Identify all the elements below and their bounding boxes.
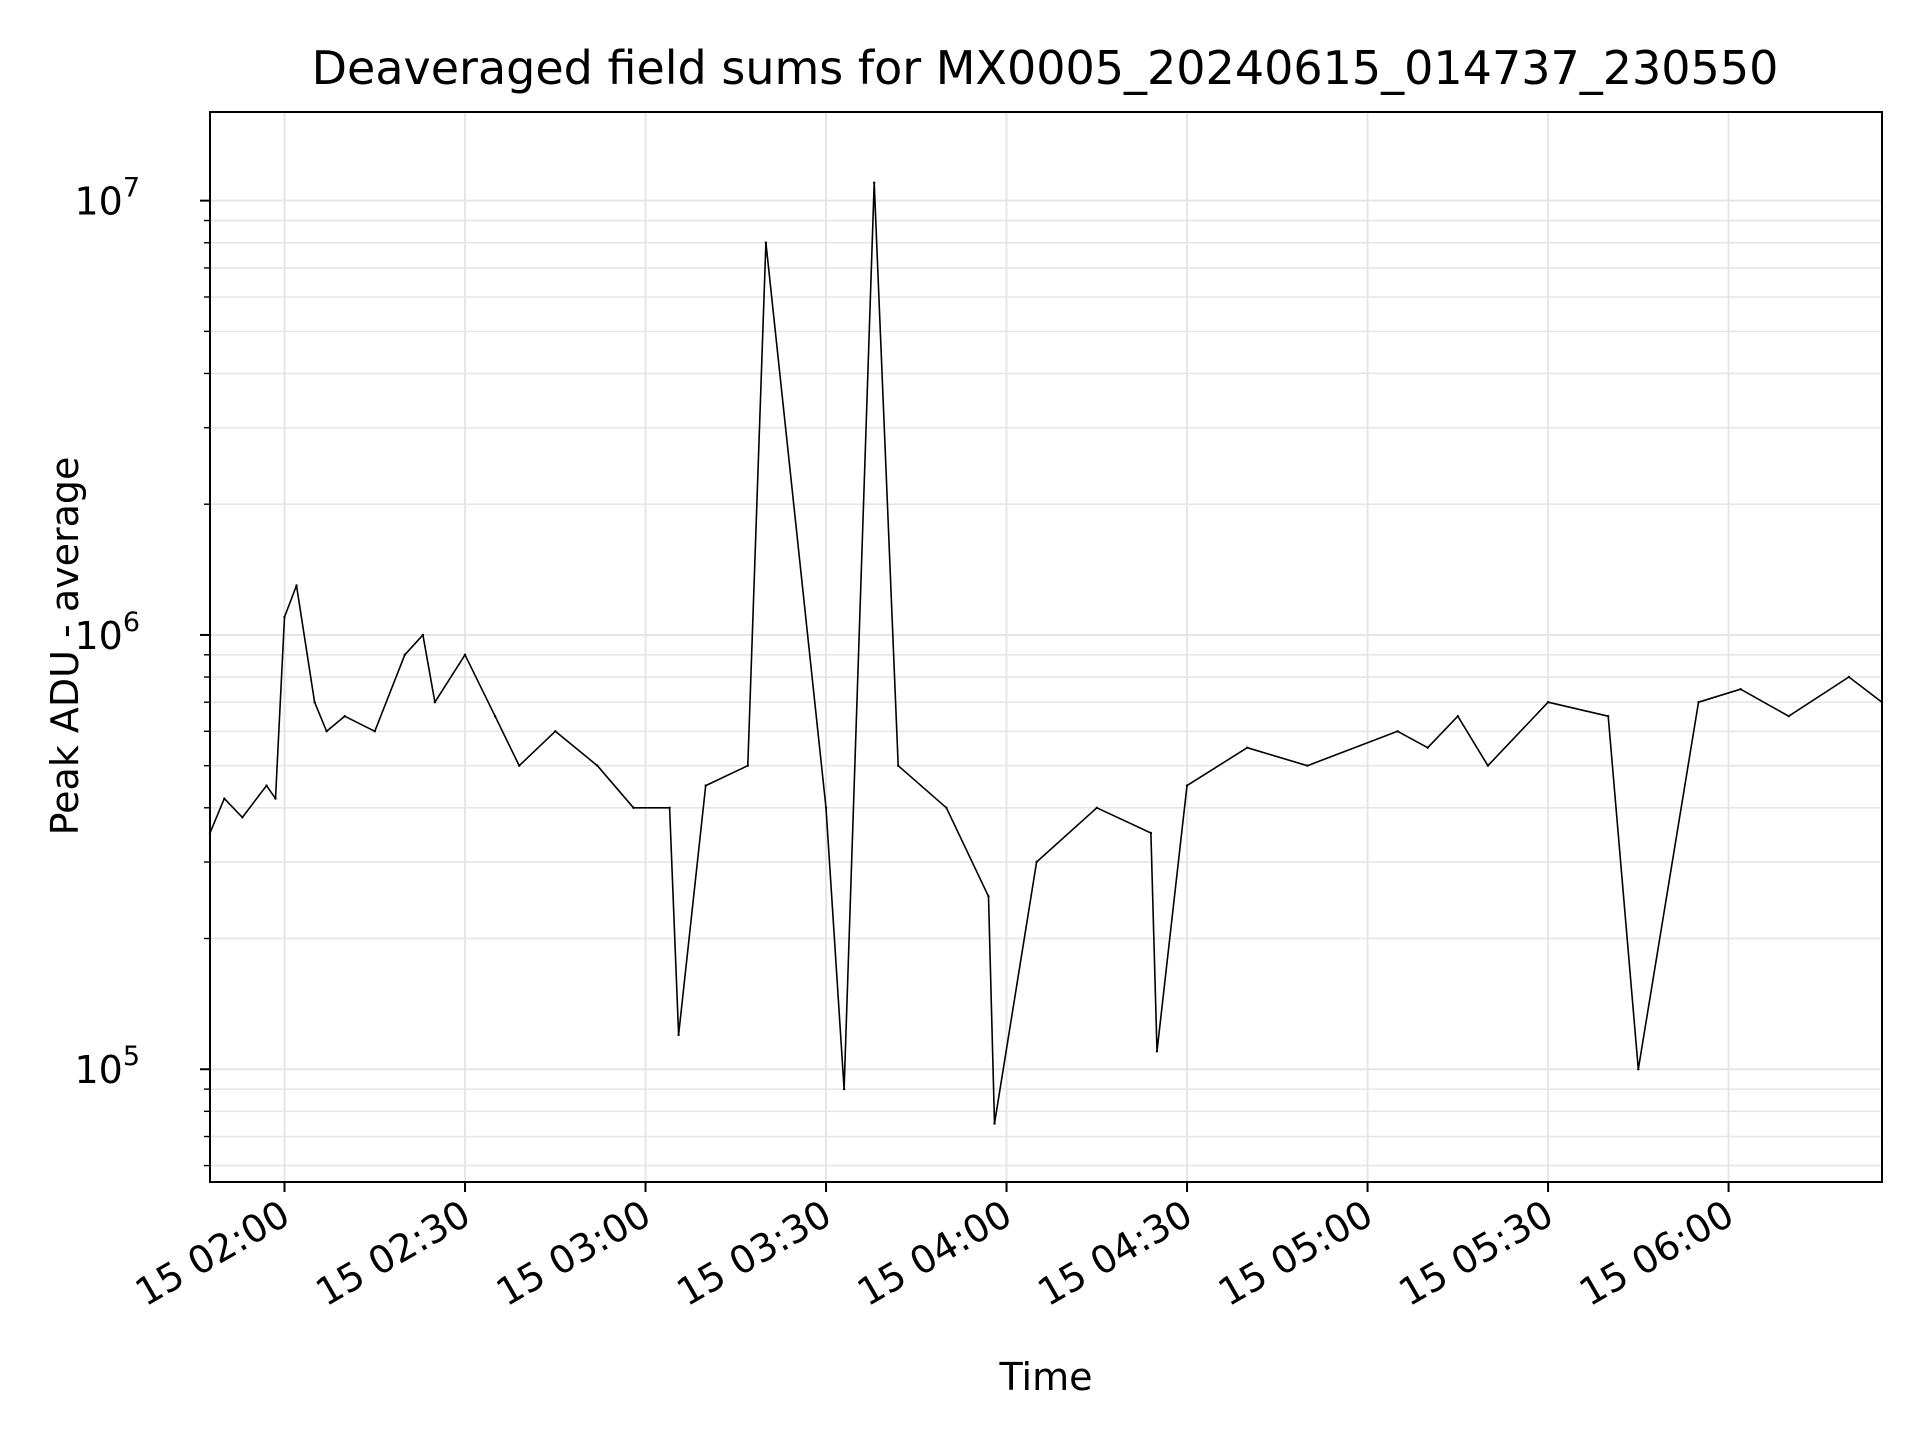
data-point	[343, 715, 346, 718]
data-point	[873, 181, 876, 184]
data-point	[1095, 806, 1099, 809]
data-point	[1155, 1050, 1159, 1053]
data-point	[223, 797, 226, 800]
data-point	[993, 1122, 996, 1125]
data-point	[295, 584, 298, 587]
data-point	[241, 816, 244, 819]
data-point	[746, 764, 749, 767]
data-point	[493, 715, 497, 718]
y-tick-label-base: 10	[74, 1048, 122, 1092]
y-tick-label-base: 10	[74, 180, 122, 224]
data-point	[897, 764, 900, 767]
y-tick-label: 105	[74, 1041, 140, 1092]
data-point	[1739, 688, 1742, 691]
chart-title: Deaveraged field sums for MX0005_2024061…	[312, 41, 1779, 95]
y-tick-label-exponent: 7	[123, 173, 140, 204]
data-point	[403, 653, 406, 656]
y-axis-label: Peak ADU - average	[43, 457, 87, 836]
data-point	[596, 764, 599, 767]
data-point	[1185, 784, 1189, 787]
y-tick-label: 107	[74, 173, 140, 224]
data-point	[283, 615, 286, 619]
data-point	[677, 1033, 680, 1037]
data-point	[421, 633, 425, 637]
data-point	[274, 797, 277, 800]
data-point	[764, 241, 768, 244]
data-point	[1637, 1068, 1640, 1071]
data-point	[945, 806, 948, 809]
plot-frame	[209, 111, 1883, 1183]
y-tick-label: 106	[74, 607, 140, 658]
y-tick-label-base: 10	[74, 614, 122, 658]
data-point	[373, 730, 376, 733]
data-point	[325, 730, 328, 733]
data-point	[313, 701, 316, 704]
y-tick-label-exponent: 5	[123, 1041, 140, 1072]
data-point	[1456, 715, 1460, 718]
data-point	[554, 730, 557, 733]
data-point	[824, 806, 828, 809]
data-point	[265, 784, 268, 787]
data-point	[1697, 701, 1700, 704]
data-point	[1486, 764, 1490, 767]
y-tick-label-exponent: 6	[123, 607, 140, 638]
grid-lines	[210, 112, 1882, 1182]
data-point	[842, 1087, 846, 1091]
data-point	[1035, 860, 1038, 864]
x-axis-label: Time	[999, 1355, 1093, 1399]
data-point	[668, 806, 671, 809]
data-point	[1149, 831, 1153, 835]
data-point	[632, 806, 635, 809]
data-point	[1426, 746, 1429, 749]
data-point	[987, 895, 990, 898]
data-point	[518, 764, 521, 767]
data-point	[1847, 675, 1851, 679]
data-point	[1396, 730, 1399, 733]
data-point	[1246, 746, 1249, 749]
data-point	[1546, 701, 1550, 704]
data-point	[433, 701, 437, 704]
data-point	[704, 784, 707, 787]
data-point	[1787, 715, 1790, 718]
data-point	[463, 653, 467, 656]
data-point	[1607, 715, 1610, 718]
data-point	[1306, 764, 1309, 767]
